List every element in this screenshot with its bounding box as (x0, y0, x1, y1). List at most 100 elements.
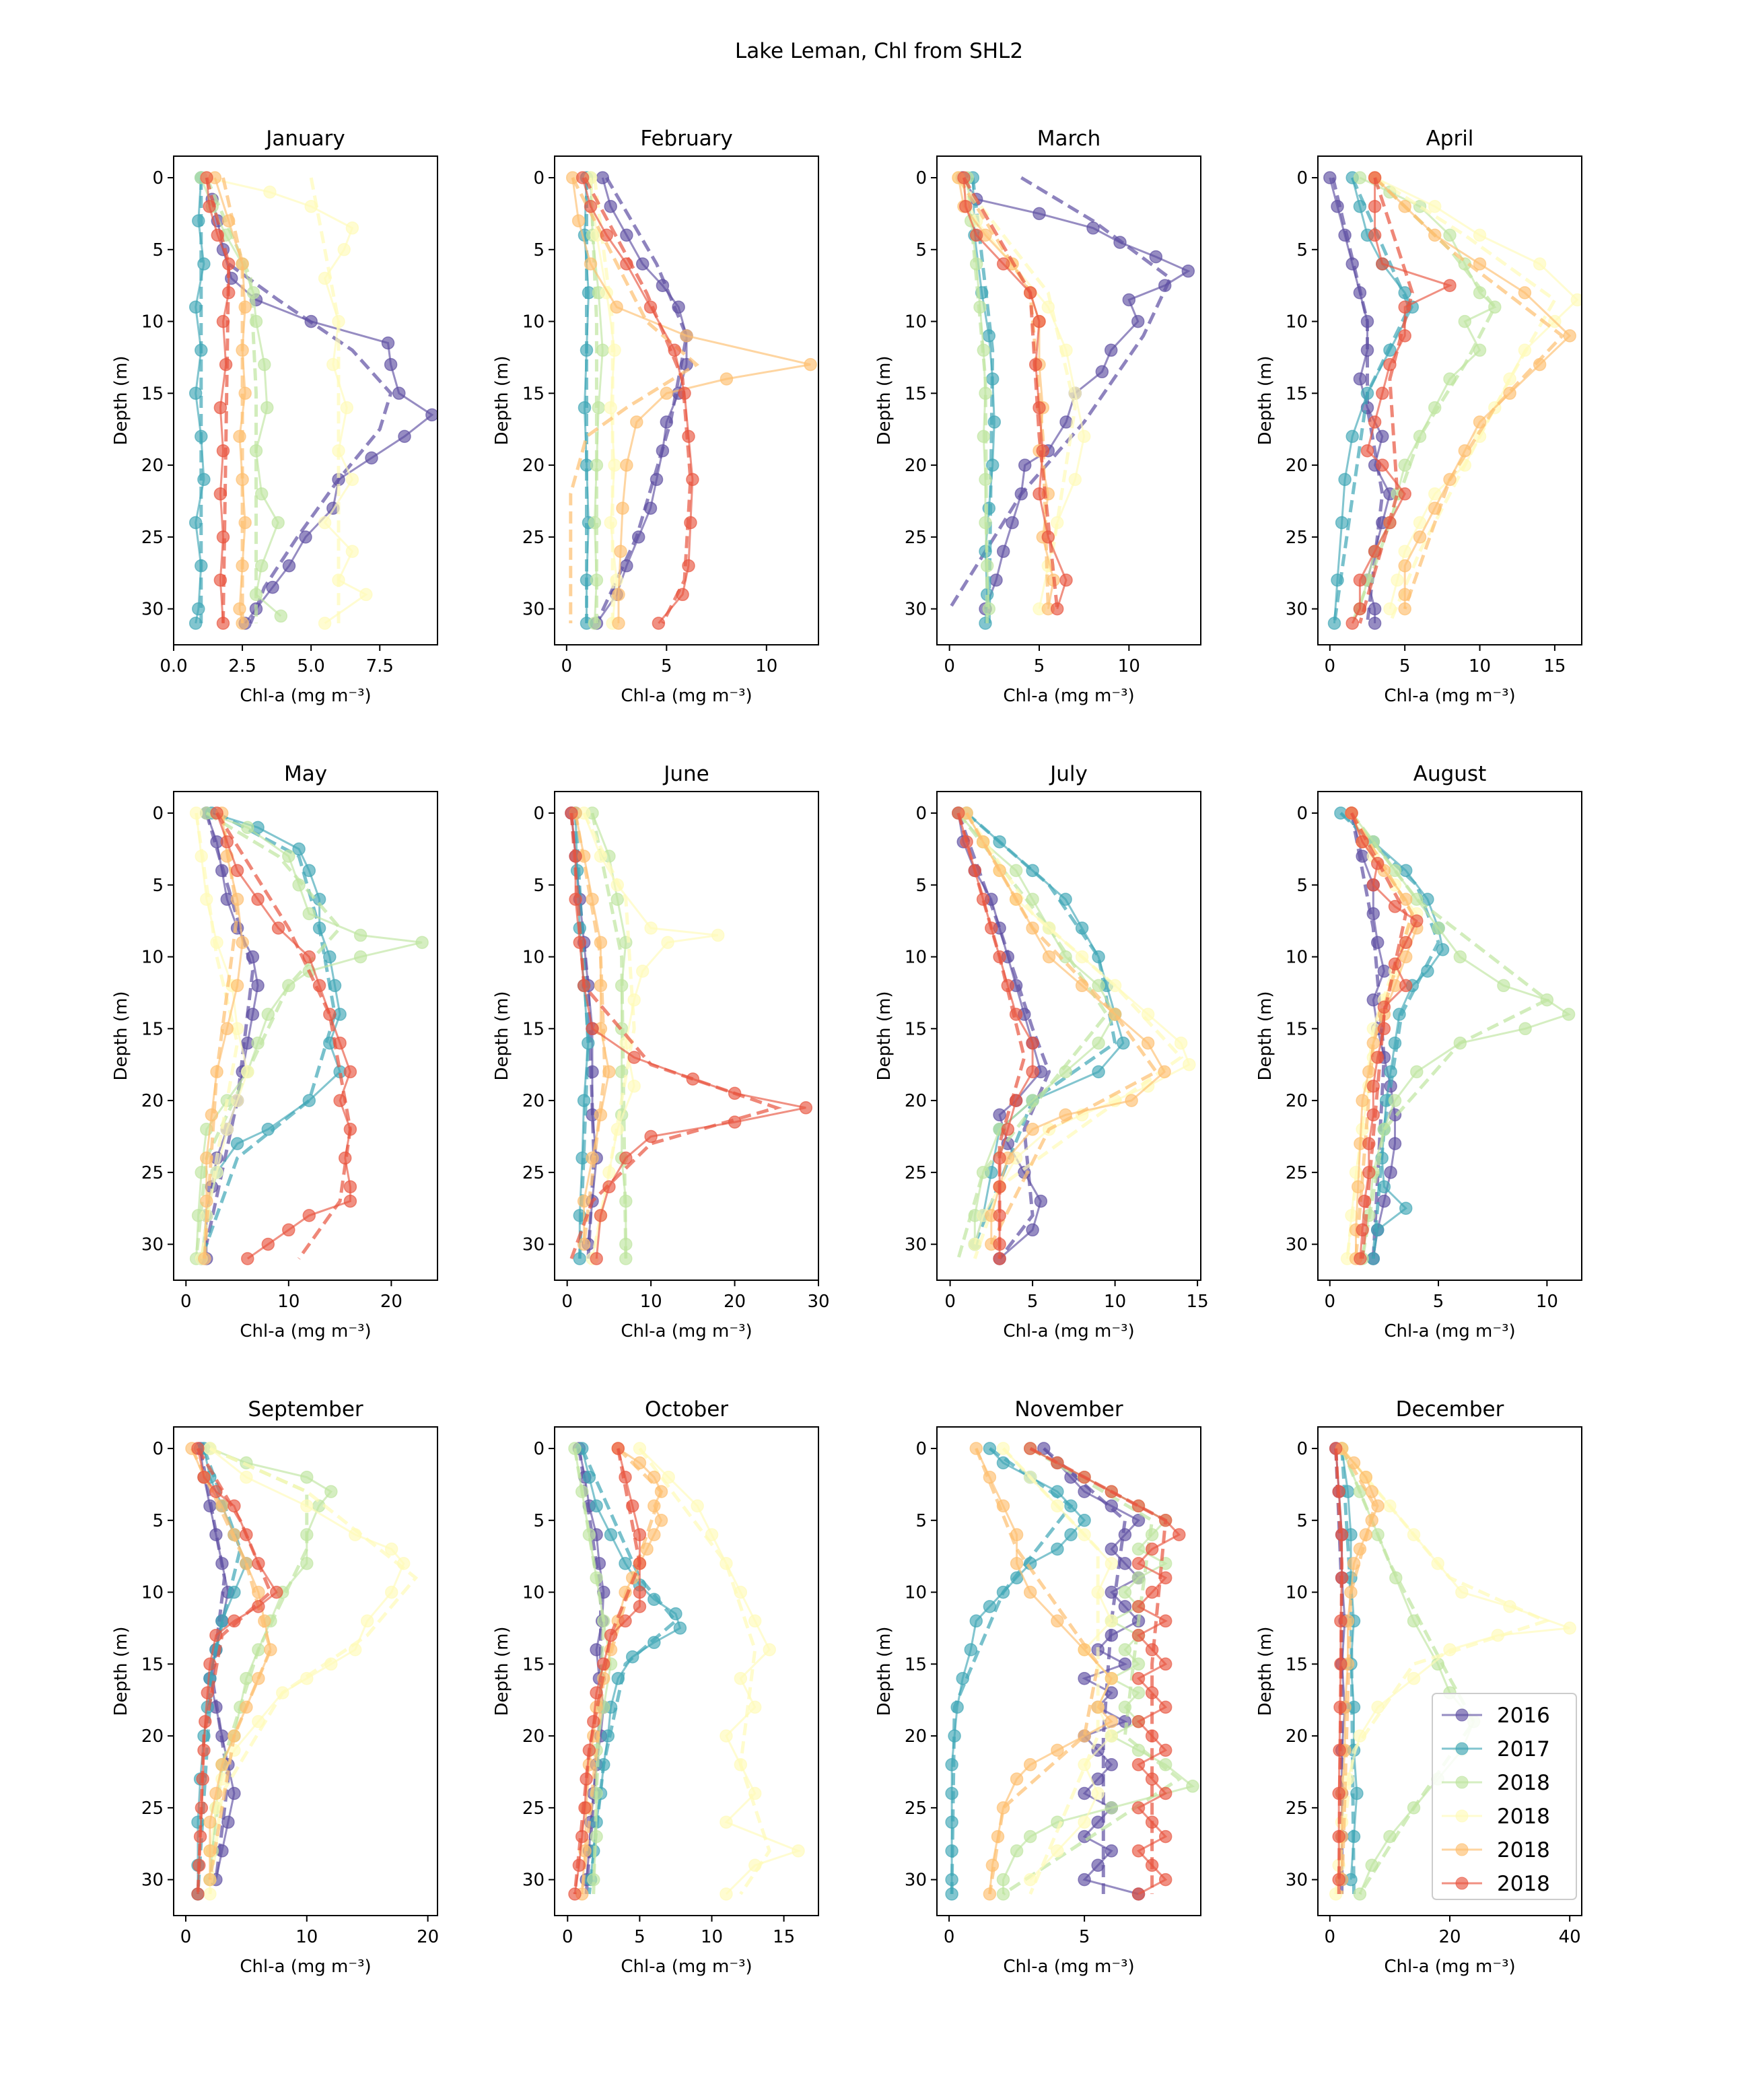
data-point (384, 357, 398, 372)
data-point (1356, 1094, 1369, 1107)
panel-title: September (248, 1397, 363, 1422)
fit-line (638, 1447, 771, 1895)
fit-line (569, 176, 700, 623)
data-point (571, 214, 586, 228)
data-point (577, 1094, 591, 1107)
y-tick-label: 0 (915, 804, 927, 824)
y-tick-label: 0 (152, 804, 164, 824)
y-axis-label: Depth (m) (1255, 991, 1275, 1080)
plot-area (1334, 806, 1576, 1265)
y-tick-label: 30 (522, 1235, 545, 1255)
data-point (209, 1485, 223, 1498)
y-tick-label: 30 (141, 1870, 164, 1891)
y-tick-label: 20 (905, 1726, 927, 1747)
data-point (575, 1829, 589, 1844)
data-point (1010, 1557, 1024, 1570)
series-5 (208, 171, 252, 630)
data-point (1399, 950, 1413, 964)
fit-line (196, 1448, 242, 1895)
y-tick-label: 15 (141, 1019, 164, 1039)
data-point (1174, 1036, 1188, 1050)
data-point (1149, 250, 1163, 264)
series-line (966, 812, 1125, 1245)
fit-line (956, 812, 1109, 1259)
data-point (1118, 1600, 1132, 1613)
axes-frame (1317, 791, 1582, 1281)
series-6 (957, 171, 1073, 616)
series-line (1002, 1447, 1113, 1881)
fit-line (203, 812, 240, 1259)
data-point (1041, 300, 1055, 314)
data-point (201, 1686, 215, 1700)
data-point (230, 1137, 244, 1150)
fit-line (1333, 176, 1411, 624)
x-tick-label: 5 (1399, 656, 1411, 676)
y-tick-label: 20 (1286, 1726, 1308, 1747)
data-point (1059, 573, 1073, 587)
data-point (1131, 1714, 1146, 1728)
data-point (945, 1758, 958, 1772)
legend-label: 2017 (1497, 1737, 1550, 1761)
data-point (1077, 429, 1091, 444)
data-point (353, 950, 368, 964)
plot-area (185, 1442, 419, 1901)
data-point (1497, 979, 1510, 993)
legend-entry: 2018 (1442, 1838, 1550, 1862)
y-tick-label: 10 (905, 1583, 927, 1603)
y-tick-label: 0 (1296, 804, 1308, 824)
x-tick-label: 0 (562, 1927, 573, 1947)
x-axis-label: Chl-a (mg m⁻³) (1384, 1957, 1515, 1977)
panels: January 0 5 10 15 20 25 30 0.0 2.5 5.0 7.5 Chl-a (mg… (111, 127, 1582, 1977)
series-line (1374, 176, 1572, 609)
data-point (1413, 516, 1427, 530)
y-axis-label: Depth (m) (111, 991, 131, 1080)
y-tick-label: 25 (1286, 1798, 1308, 1819)
y-tick-label: 20 (905, 1091, 927, 1111)
data-point (228, 1786, 241, 1800)
data-point (604, 1528, 618, 1541)
data-point (1158, 1873, 1172, 1887)
data-point (588, 617, 602, 630)
data-point (720, 1815, 733, 1829)
y-tick-label: 5 (152, 1511, 164, 1531)
legend-entry: 2016 (1442, 1704, 1550, 1728)
data-point (1436, 943, 1450, 956)
data-point (1006, 516, 1019, 530)
y-tick-label: 30 (905, 600, 927, 620)
data-point (1345, 429, 1359, 444)
panel-title: April (1426, 127, 1474, 151)
data-point (345, 221, 359, 235)
fit-line (950, 1446, 1074, 1895)
data-point (1042, 950, 1056, 964)
fit-line (1340, 1447, 1377, 1895)
data-point (1018, 458, 1032, 472)
plot-area (188, 171, 438, 630)
data-point (1335, 516, 1349, 530)
data-point (263, 185, 277, 199)
legend-marker (1455, 1809, 1469, 1823)
fit-line (595, 176, 689, 625)
y-tick-label: 25 (141, 528, 164, 548)
data-point (1023, 1758, 1037, 1772)
data-point (1376, 386, 1389, 400)
data-point (415, 936, 429, 949)
data-point (1391, 573, 1404, 587)
series-6 (1023, 1442, 1186, 1901)
y-tick-label: 15 (905, 1019, 927, 1039)
series-5 (969, 1442, 1119, 1901)
data-point (282, 849, 295, 863)
data-point (1562, 1008, 1576, 1021)
series-6 (1345, 806, 1424, 1265)
data-point (588, 516, 602, 530)
data-point (1118, 1643, 1132, 1656)
series-line (965, 812, 1166, 1245)
data-point (578, 400, 592, 415)
data-point (1158, 1743, 1172, 1757)
y-tick-label: 30 (905, 1235, 927, 1255)
series-2 (960, 806, 1130, 1251)
series-line (190, 1448, 272, 1880)
data-point (271, 516, 285, 530)
data-point (261, 1237, 275, 1251)
data-point (1338, 473, 1352, 487)
data-point (1131, 1628, 1146, 1642)
